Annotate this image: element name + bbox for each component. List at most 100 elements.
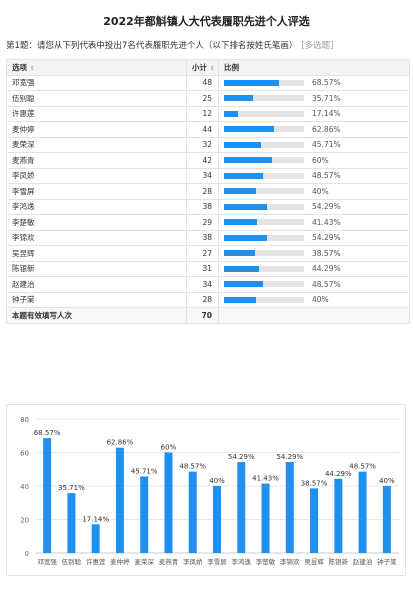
bar-value-label: 68.57% bbox=[34, 429, 61, 437]
bar bbox=[140, 476, 149, 553]
table-row: 陈银新 31 44.29% bbox=[6, 260, 410, 277]
ratio-bar-track bbox=[224, 188, 304, 195]
option-count: 38 bbox=[186, 229, 219, 246]
bar bbox=[91, 524, 100, 553]
bar-value-label: 40% bbox=[209, 477, 225, 485]
x-tick-label: 李楚敏 bbox=[256, 557, 276, 566]
x-tick-label: 李锦欢 bbox=[280, 557, 300, 566]
ratio-percent: 60% bbox=[312, 155, 329, 165]
ratio-bar-fill bbox=[224, 296, 256, 303]
bar-value-label: 54.29% bbox=[276, 453, 303, 461]
table-header-row: 选项 ⇕ 小计 ⇕ 比例 bbox=[6, 59, 410, 76]
bar bbox=[310, 488, 319, 553]
bar bbox=[43, 438, 52, 553]
ratio-percent: 45.71% bbox=[312, 140, 341, 150]
page-title: 2022年都斛镇人大代表履职先进个人评选 bbox=[103, 15, 310, 28]
option-name: 李楚敏 bbox=[6, 214, 187, 231]
x-tick-label: 许惠莲 bbox=[86, 557, 106, 566]
option-count: 48 bbox=[186, 74, 219, 91]
x-tick-label: 麦荣深 bbox=[134, 557, 154, 566]
ratio-bar-track bbox=[224, 265, 304, 272]
option-name: 吴昱辉 bbox=[6, 245, 187, 262]
option-count: 42 bbox=[186, 152, 219, 169]
y-tick-label: 60 bbox=[20, 450, 29, 458]
option-name: 赵建治 bbox=[6, 276, 187, 293]
x-tick-label: 邓宽强 bbox=[37, 557, 57, 566]
ratio-bar-track bbox=[224, 95, 304, 102]
option-name: 李鸿逸 bbox=[6, 198, 187, 215]
table-row: 麦燕青 42 60% bbox=[6, 152, 410, 169]
table-row: 李鸿逸 38 54.29% bbox=[6, 198, 410, 215]
y-tick-label: 0 bbox=[25, 550, 29, 558]
bar-value-label: 41.43% bbox=[252, 475, 279, 483]
option-count: 28 bbox=[186, 183, 219, 200]
ratio-bar-track bbox=[224, 234, 304, 241]
total-ratio-cell bbox=[218, 307, 410, 324]
ratio-percent: 44.29% bbox=[312, 264, 341, 274]
bar bbox=[115, 447, 124, 553]
option-name: 麦荣深 bbox=[6, 136, 187, 153]
option-count: 31 bbox=[186, 260, 219, 277]
option-name: 伍别聪 bbox=[6, 90, 187, 107]
bar-value-label: 54.29% bbox=[228, 453, 255, 461]
option-ratio-cell: 54.29% bbox=[218, 198, 410, 215]
y-tick-label: 20 bbox=[20, 517, 29, 525]
option-ratio-cell: 60% bbox=[218, 152, 410, 169]
ratio-percent: 48.57% bbox=[312, 279, 341, 289]
bar-chart-panel: 0 20 40 60 80 68.57% 邓宽强 35.71% 伍别聪 17.14% 许惠莲 62.8… bbox=[6, 404, 406, 576]
sort-arrows-icon[interactable]: ⇕ bbox=[209, 64, 215, 72]
x-tick-label: 李鸿逸 bbox=[232, 557, 252, 566]
option-count: 44 bbox=[186, 121, 219, 138]
bar-value-label: 45.71% bbox=[131, 467, 158, 475]
option-name: 李锦欢 bbox=[6, 229, 187, 246]
bar bbox=[334, 478, 343, 553]
x-tick-label: 吴昱辉 bbox=[304, 558, 324, 566]
ratio-percent: 54.29% bbox=[312, 233, 341, 243]
table-row: 许惠莲 12 17.14% bbox=[6, 105, 410, 122]
option-name: 麦燕青 bbox=[6, 152, 187, 169]
total-row: 本题有效填写人次 70 bbox=[6, 307, 410, 324]
table-row: 吴昱辉 27 38.57% bbox=[6, 245, 410, 262]
ratio-bar-fill bbox=[224, 157, 272, 164]
ratio-bar-track bbox=[224, 172, 304, 179]
bar bbox=[358, 471, 367, 553]
results-table: 选项 ⇕ 小计 ⇕ 比例 邓宽强 48 68.57% 伍别聪 25 35.71% 许惠莲 12… bbox=[6, 59, 410, 324]
table-row: 李楚敏 29 41.43% bbox=[6, 214, 410, 231]
table-row: 钟子棠 28 40% bbox=[6, 291, 410, 308]
ratio-bar-fill bbox=[224, 234, 268, 241]
option-count: 28 bbox=[186, 291, 219, 308]
count-column-header[interactable]: 小计 ⇕ bbox=[186, 59, 219, 76]
ratio-percent: 54.29% bbox=[312, 202, 341, 212]
total-value: 70 bbox=[186, 307, 219, 324]
ratio-percent: 41.43% bbox=[312, 217, 341, 227]
ratio-bar-track bbox=[224, 157, 304, 164]
ratio-percent: 48.57% bbox=[312, 171, 341, 181]
option-column-header[interactable]: 选项 ⇕ bbox=[6, 59, 187, 76]
ratio-bar-fill bbox=[224, 79, 279, 86]
table-row: 李凤娇 34 48.57% bbox=[6, 167, 410, 184]
ratio-bar-fill bbox=[224, 203, 268, 210]
table-row: 麦荣深 32 45.71% bbox=[6, 136, 410, 153]
ratio-bar-track bbox=[224, 281, 304, 288]
table-row: 伍别聪 25 35.71% bbox=[6, 90, 410, 107]
x-tick-label: 钟子棠 bbox=[377, 557, 397, 566]
option-name: 许惠莲 bbox=[6, 105, 187, 122]
option-count: 25 bbox=[186, 90, 219, 107]
ratio-column-header: 比例 bbox=[218, 59, 410, 76]
ratio-bar-fill bbox=[224, 188, 256, 195]
option-count: 38 bbox=[186, 198, 219, 215]
option-ratio-cell: 40% bbox=[218, 183, 410, 200]
bar-value-label: 40% bbox=[379, 477, 395, 485]
question-number: 第1题： bbox=[6, 41, 37, 51]
option-ratio-cell: 35.71% bbox=[218, 90, 410, 107]
bar-value-label: 48.57% bbox=[349, 463, 376, 471]
option-name: 陈银新 bbox=[6, 260, 187, 277]
option-count: 27 bbox=[186, 245, 219, 262]
ratio-bar-track bbox=[224, 296, 304, 303]
option-ratio-cell: 48.57% bbox=[218, 276, 410, 293]
bar bbox=[382, 486, 391, 553]
ratio-bar-fill bbox=[224, 141, 261, 148]
ratio-bar-track bbox=[224, 110, 304, 117]
sort-arrows-icon[interactable]: ⇕ bbox=[29, 64, 35, 72]
